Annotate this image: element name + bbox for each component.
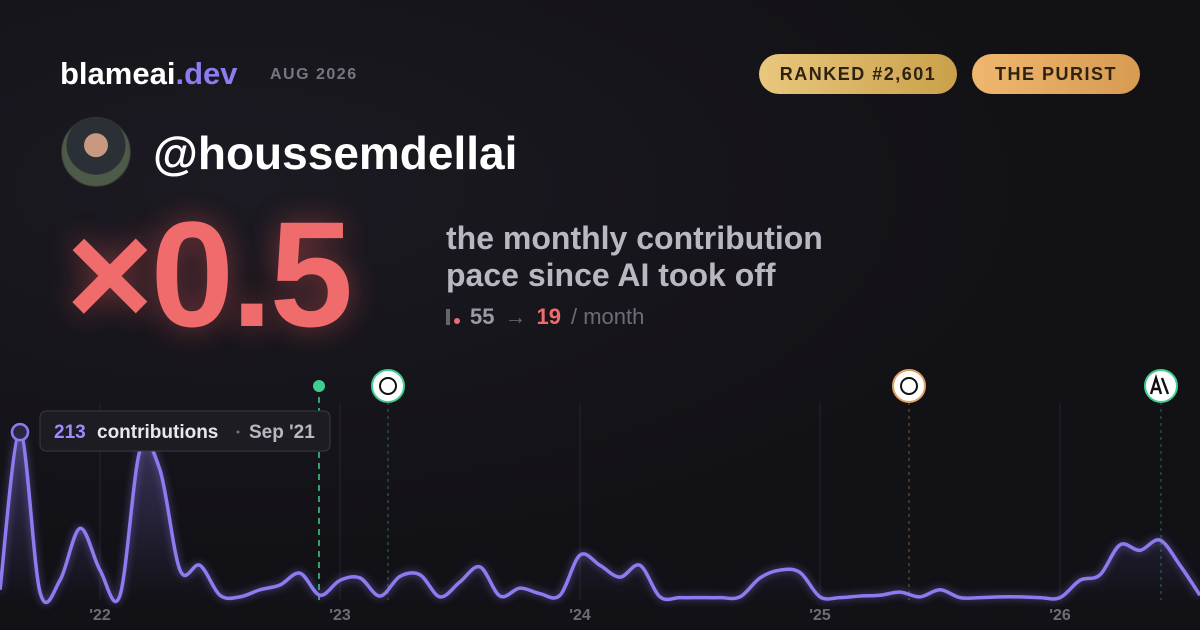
description-line: the monthly contribution xyxy=(446,220,823,256)
before-value: 55 xyxy=(470,304,495,329)
arrow: → xyxy=(504,304,527,329)
brand-name: blameai xyxy=(60,56,176,91)
title-badge: THE PURIST xyxy=(972,54,1140,94)
username: @houssemdellai xyxy=(153,127,518,179)
tooltip-value: 213 xyxy=(54,422,86,443)
tooltip-date: Sep '21 xyxy=(249,422,315,443)
x-tick-label: '24 xyxy=(569,607,591,624)
unit: / month xyxy=(570,304,645,329)
tooltip-box xyxy=(39,410,331,452)
before-icon xyxy=(446,309,450,325)
pace: 55 → 19 / month xyxy=(446,304,644,330)
date: AUG 2026 xyxy=(270,66,358,83)
openai-icon xyxy=(371,369,405,403)
line xyxy=(0,430,1200,605)
description-line: pace since AI took off xyxy=(446,257,776,293)
area xyxy=(0,432,1200,603)
after-value: 19 xyxy=(536,304,561,329)
openai-glyph xyxy=(900,377,918,395)
event-dot xyxy=(313,380,325,392)
highlight-point xyxy=(10,422,30,442)
anthropic-glyph xyxy=(1149,373,1170,395)
x-tick-label: '22 xyxy=(89,607,111,624)
tooltip-label: contributions xyxy=(97,422,218,443)
events xyxy=(313,369,1178,600)
brand: blameai.dev xyxy=(60,56,237,92)
openai-icon xyxy=(892,369,926,403)
x-tick-label: '25 xyxy=(809,607,831,624)
rank-badge: RANKED #2,601 xyxy=(759,54,957,94)
separator xyxy=(236,430,240,434)
x-tick-label: '26 xyxy=(1049,607,1071,624)
anthropic-icon xyxy=(1144,369,1178,403)
multiplier: ×0.5 xyxy=(66,190,353,358)
after-icon xyxy=(454,318,460,324)
description: the monthly contribution pace since AI to… xyxy=(446,220,823,294)
brand-tld: .dev xyxy=(175,56,238,91)
openai-glyph xyxy=(379,377,397,395)
x-tick-label: '23 xyxy=(329,607,351,624)
avatar xyxy=(61,117,131,187)
tooltip: 213 contributions Sep '21 xyxy=(39,410,331,452)
